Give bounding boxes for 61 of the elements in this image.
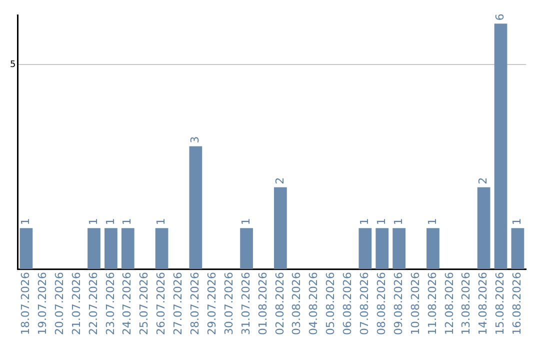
x-tick-label: 30.07.2026 bbox=[222, 272, 236, 336]
x-tick-label: 23.07.2026 bbox=[104, 272, 117, 336]
bar bbox=[121, 228, 134, 270]
bar bbox=[20, 228, 33, 270]
x-tick-label: 18.07.2026 bbox=[19, 272, 32, 336]
x-tick-label: 06.08.2026 bbox=[341, 272, 354, 336]
x-tick-label: 05.08.2026 bbox=[324, 272, 338, 336]
x-tick-label: 10.08.2026 bbox=[408, 272, 422, 336]
data-label: 1 bbox=[120, 218, 134, 226]
x-tick-label: 24.07.2026 bbox=[120, 272, 134, 336]
x-tick-label: 08.08.2026 bbox=[374, 272, 388, 336]
x-tick-label: 12.08.2026 bbox=[442, 272, 456, 336]
data-label: 1 bbox=[392, 218, 405, 226]
x-tick-label: 28.07.2026 bbox=[188, 272, 202, 336]
data-label: 1 bbox=[154, 218, 168, 226]
x-tick-label: 20.07.2026 bbox=[52, 272, 66, 336]
data-label: 1 bbox=[374, 218, 388, 226]
x-tick-label: 15.08.2026 bbox=[494, 272, 507, 336]
x-tick-label: 02.08.2026 bbox=[273, 272, 286, 336]
x-tick-label: 13.08.2026 bbox=[460, 272, 473, 336]
data-label: 6 bbox=[494, 14, 507, 21]
bar bbox=[155, 228, 168, 270]
x-tick-label: 04.08.2026 bbox=[307, 272, 320, 336]
x-tick-label: 22.07.2026 bbox=[86, 272, 100, 336]
data-label: 1 bbox=[426, 218, 439, 226]
bar bbox=[376, 228, 389, 270]
data-label: 2 bbox=[273, 177, 286, 184]
data-label: 1 bbox=[510, 218, 524, 226]
x-tick-label: 27.07.2026 bbox=[172, 272, 185, 336]
x-tick-label: 03.08.2026 bbox=[290, 272, 304, 336]
x-tick-label: 09.08.2026 bbox=[392, 272, 405, 336]
x-tick-label: 26.07.2026 bbox=[154, 272, 168, 336]
data-label: 1 bbox=[239, 218, 252, 226]
x-tick-label: 31.07.2026 bbox=[239, 272, 252, 336]
x-tick-label: 07.08.2026 bbox=[358, 272, 372, 336]
data-label: 1 bbox=[358, 218, 372, 226]
bar bbox=[392, 228, 406, 270]
data-label: 1 bbox=[19, 218, 32, 226]
bar bbox=[274, 187, 287, 270]
bar bbox=[358, 228, 372, 270]
data-label: 1 bbox=[86, 218, 100, 226]
bar bbox=[426, 228, 440, 270]
x-tick-label: 19.07.2026 bbox=[36, 272, 50, 336]
x-tick-label: 14.08.2026 bbox=[476, 272, 490, 336]
x-tick-label: 25.07.2026 bbox=[138, 272, 151, 336]
bar bbox=[477, 187, 490, 270]
y-tick-label: 5 bbox=[10, 60, 16, 70]
x-tick-label: 01.08.2026 bbox=[256, 272, 270, 336]
bar bbox=[494, 24, 508, 270]
bar bbox=[189, 146, 202, 270]
x-tick-label: 16.08.2026 bbox=[510, 272, 524, 336]
x-tick-label: 21.07.2026 bbox=[70, 272, 83, 336]
data-label: 3 bbox=[188, 136, 202, 144]
data-label: 2 bbox=[476, 177, 490, 184]
bar bbox=[104, 228, 118, 270]
x-tick-label: 29.07.2026 bbox=[205, 272, 218, 336]
bar bbox=[511, 228, 524, 270]
bar bbox=[240, 228, 253, 270]
data-label: 1 bbox=[104, 218, 117, 226]
bar bbox=[88, 228, 100, 270]
x-tick-label: 11.08.2026 bbox=[426, 272, 439, 336]
